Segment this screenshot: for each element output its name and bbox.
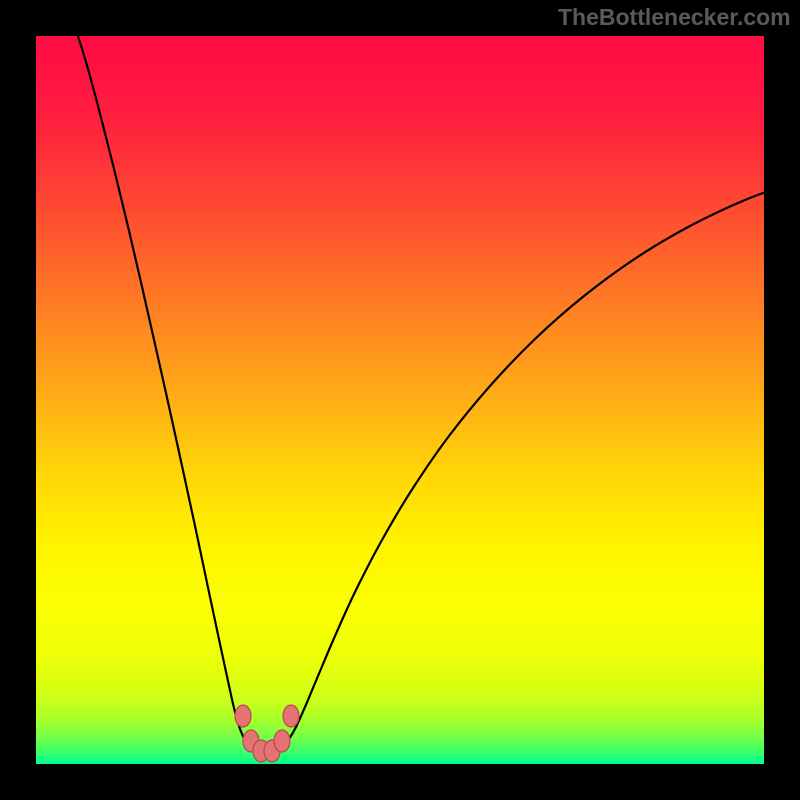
curve-marker xyxy=(274,730,290,752)
plot-svg xyxy=(0,0,800,800)
marker-group xyxy=(235,705,299,762)
curve-marker xyxy=(235,705,251,727)
bottleneck-curve xyxy=(66,0,800,751)
curve-marker xyxy=(283,705,299,727)
